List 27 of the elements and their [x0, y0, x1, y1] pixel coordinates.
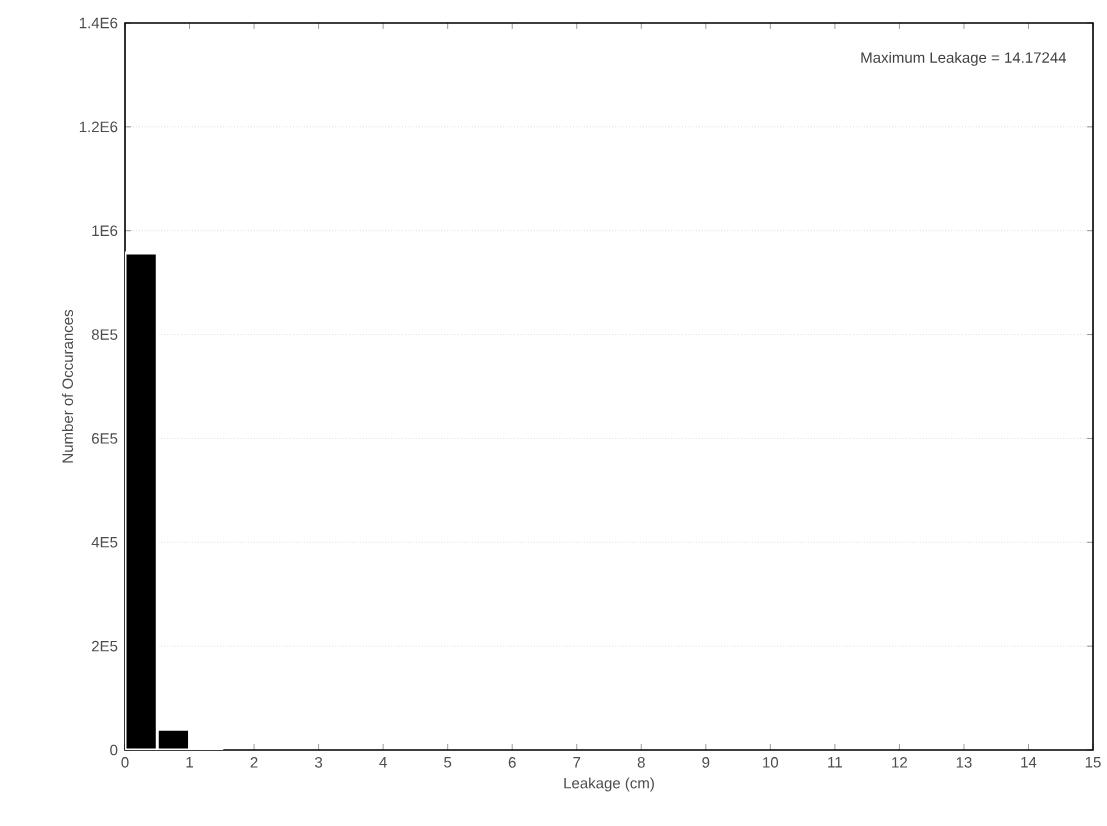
x-tick-label: 3	[315, 757, 323, 768]
x-tick-label: 9	[702, 757, 710, 768]
y-tick-label: 6E5	[92, 433, 118, 444]
x-tick-label: 0	[121, 757, 129, 768]
x-tick-label: 15	[1085, 757, 1101, 768]
y-tick-label: 8E5	[91, 329, 118, 340]
x-tick-label: 12	[892, 757, 907, 768]
x-tick-label: 11	[828, 757, 842, 768]
y-tick-label: 1E6	[92, 225, 118, 237]
x-axis-title: Leakage (cm)	[564, 777, 654, 792]
x-tick-label: 10	[763, 757, 779, 768]
y-tick-label: 1.4E6	[79, 17, 118, 29]
x-tick-label: 6	[508, 757, 516, 768]
y-tick-label: 2E5	[92, 640, 118, 652]
y-tick-label: 1.2E6	[79, 121, 118, 133]
x-tick-label: 5	[444, 757, 452, 768]
x-tick-label: 1	[186, 757, 193, 768]
x-tick-label: 4	[379, 757, 387, 768]
y-tick-label: 0	[110, 744, 118, 756]
x-tick-label: 2	[250, 757, 258, 768]
x-tick-label: 14	[1021, 757, 1037, 768]
x-tick-label: 13	[956, 757, 972, 768]
x-tick-label: 7	[573, 757, 581, 768]
y-axis-title: Number of Occurances	[62, 309, 74, 463]
annotation: Maximum Leakage = 14.17244	[861, 51, 1067, 66]
x-tick-label: 8	[637, 757, 645, 768]
y-tick-label: 4E5	[91, 537, 118, 548]
